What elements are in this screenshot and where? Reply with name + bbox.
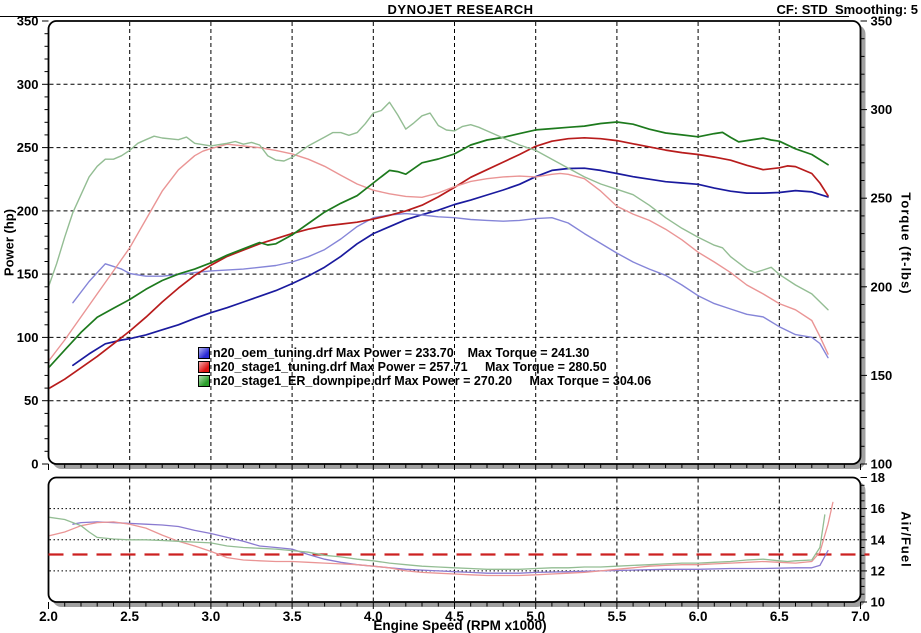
legend-row-1: n20_stage1_tuning.drf Max Power = 257.71… xyxy=(198,360,651,374)
tick-label-power: 250 xyxy=(17,140,39,155)
tick-label-torque: 200 xyxy=(871,279,893,294)
tick-label-afr: 10 xyxy=(871,595,885,610)
legend: n20_oem_tuning.drf Max Power = 233.70 Ma… xyxy=(198,346,651,388)
tick-label-rpm: 3.5 xyxy=(283,609,302,624)
tick-label-rpm: 4.0 xyxy=(364,609,383,624)
header-divider xyxy=(0,16,849,17)
chart-title: DYNOJET RESEARCH xyxy=(387,2,534,17)
tick-label-rpm: 5.0 xyxy=(526,609,545,624)
curve-n20-stage1-tuning-drf-air-fuel xyxy=(49,501,834,577)
legend-label: n20_stage1_ER_downpipe.drf Max Power = 2… xyxy=(213,374,652,388)
x-axis-title: Engine Speed (RPM x1000) xyxy=(373,618,547,633)
tick-label-afr: 12 xyxy=(871,563,885,578)
tick-label-rpm: 2.5 xyxy=(120,609,139,624)
curve-n20-oem-tuning-drf-torque xyxy=(72,212,829,359)
tick-label-torque: 300 xyxy=(871,102,893,117)
curve-n20-stage1-er-downpipe-drf-power xyxy=(49,121,829,369)
legend-row-2: n20_stage1_ER_downpipe.drf Max Power = 2… xyxy=(198,374,651,388)
tick-label-rpm: 2.0 xyxy=(39,609,58,624)
curve-n20-stage1-er-downpipe-drf-torque xyxy=(49,101,829,311)
tick-label-afr: 18 xyxy=(871,470,885,485)
tick-label-power: 350 xyxy=(17,14,39,29)
tick-label-power: 200 xyxy=(17,203,39,218)
tick-label-afr: 14 xyxy=(871,532,886,547)
tick-label-rpm: 4.5 xyxy=(445,609,464,624)
air-fuel-axis-title: Air/Fuel xyxy=(898,511,914,568)
legend-label: n20_oem_tuning.drf Max Power = 233.70 Ma… xyxy=(213,346,590,360)
legend-label: n20_stage1_tuning.drf Max Power = 257.71… xyxy=(213,360,607,374)
tick-label-power: 50 xyxy=(24,393,38,408)
tick-label-power: 0 xyxy=(31,457,38,472)
legend-swatch xyxy=(198,347,210,359)
legend-row-0: n20_oem_tuning.drf Max Power = 233.70 Ma… xyxy=(198,346,651,360)
legend-swatch xyxy=(198,361,210,373)
correction-smoothing-label: CF: STD Smoothing: 5 xyxy=(776,2,918,17)
tick-label-rpm: 6.0 xyxy=(689,609,708,624)
tick-label-rpm: 5.5 xyxy=(608,609,627,624)
tick-label-rpm: 7.0 xyxy=(851,609,870,624)
tick-label-power: 100 xyxy=(17,330,39,345)
curve-n20-stage1-er-downpipe-drf-air-fuel xyxy=(49,514,826,570)
curve-n20-oem-tuning-drf-power xyxy=(72,167,829,367)
tick-label-torque: 150 xyxy=(871,368,893,383)
tick-label-torque: 350 xyxy=(871,14,893,29)
tick-label-rpm: 3.0 xyxy=(202,609,221,624)
tick-label-power: 300 xyxy=(17,77,39,92)
power-axis-title: Power (hp) xyxy=(1,208,17,277)
tick-label-rpm: 6.5 xyxy=(770,609,789,624)
curve-n20-stage1-tuning-drf-torque xyxy=(49,143,829,362)
legend-swatch xyxy=(198,375,210,387)
tick-label-torque: 100 xyxy=(871,457,893,472)
tick-label-torque: 250 xyxy=(871,191,893,206)
tick-label-power: 150 xyxy=(17,267,39,282)
tick-label-afr: 16 xyxy=(871,501,885,516)
torque-axis-title: Torque (ft-lbs) xyxy=(898,192,914,295)
